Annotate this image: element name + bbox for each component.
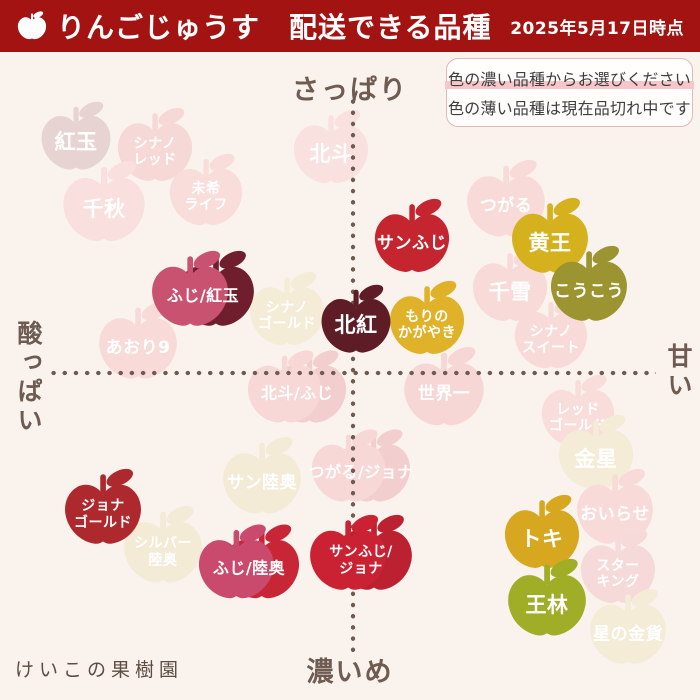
apple-miki-life: 未希 ライフ: [165, 150, 247, 232]
apple-jona-gold: ジョナ ゴールド: [60, 465, 146, 551]
apple-label: スター キング: [596, 557, 640, 591]
axis-label-sweet: 甘い: [664, 343, 693, 401]
apple-label: 北紅: [334, 313, 378, 338]
apple-kinsei: 金星: [554, 411, 638, 495]
apple-sun-fuji-jona: サンふじ/ジョナ: [305, 511, 417, 597]
apple-morino-kagayaki: もりの かがやき: [385, 277, 469, 361]
header-bar: りんごじゅうす 配送できる品種 2025年5月17日時点: [0, 0, 700, 52]
legend-box: 色の濃い品種からお選びください 色の薄い品種は現在品切れ中です: [445, 58, 695, 127]
apple-label: つがる/ジョナ: [308, 462, 414, 482]
apple-toki: トキ: [500, 491, 584, 575]
apple-oirase: おいらせ: [572, 465, 658, 551]
apple-shinano-sweet: シナノ スイート: [510, 293, 592, 375]
apple-fuji-kogyoku: ふじ/紅玉: [147, 247, 259, 333]
apple-label: こうこう: [554, 281, 624, 302]
apple-label: 王林: [525, 593, 569, 618]
apple-label: シナノ レッド: [133, 135, 177, 169]
apple-shinano-gold: シナノ ゴールド: [245, 268, 329, 352]
apple-starking: スター キング: [576, 526, 660, 610]
apple-label: サンふじ/ジョナ: [329, 543, 393, 577]
apple-label: 黄王: [528, 230, 572, 255]
apple-label: シルバー 陸奥: [134, 535, 192, 569]
apple-sun-fuji: サンふじ: [370, 195, 454, 279]
apple-label: 千秋: [82, 197, 126, 222]
apple-kio: 黄王: [507, 194, 593, 280]
apple-sun-mutsu: サン陸奥: [218, 433, 306, 521]
apple-label: あおり9: [105, 338, 171, 359]
apple-hokubeni: 北紅: [317, 281, 395, 359]
apple-silver-mutsu: シルバー 陸奥: [119, 502, 207, 590]
apple-label: シナノ スイート: [522, 323, 580, 357]
apple-label: 北斗: [309, 141, 353, 166]
apple-hoshi-no-kinka: 星の金貨: [585, 585, 671, 671]
axis-label-refreshing: さっぱり: [292, 75, 408, 106]
apple-label: サン陸奥: [227, 473, 297, 494]
apple-label: ジョナ ゴールド: [74, 497, 132, 531]
apple-label: 未希 ライフ: [184, 180, 228, 214]
apple-ourin: 王林: [503, 555, 591, 643]
apple-label: トキ: [520, 526, 564, 551]
apple-hokuto-fuji: 北斗/ふじ: [243, 347, 351, 430]
apple-label: 北斗/ふじ: [260, 383, 334, 403]
apple-label: 千雪: [488, 279, 532, 304]
apple-label: ふじ/陸奥: [212, 558, 286, 578]
apple-label: ふじ/紅玉: [166, 285, 240, 305]
apple-label: レッド ゴールド: [549, 401, 607, 435]
apple-shinano-red: シナノ レッド: [113, 104, 197, 188]
apple-fuji-mutsu: ふじ/陸奥: [194, 521, 304, 606]
apple-sekaiichi: 世界一: [399, 343, 489, 433]
apple-senshu: 千秋: [58, 157, 150, 249]
apple-koukou: こうこう: [546, 242, 632, 328]
axis-label-sour: 酸っぱい: [14, 320, 43, 436]
axis-label-rich: 濃いめ: [306, 657, 394, 688]
apple-logo-icon: [17, 11, 47, 40]
apple-label: 紅玉: [54, 130, 98, 155]
apple-tsugaru-jona: つがる/ジョナ: [307, 426, 415, 509]
apple-label: シナノ ゴールド: [258, 299, 316, 333]
legend-soldout-note: 色の薄い品種は現在品切れ中です: [447, 99, 691, 118]
horizontal-axis-dotted-line: [48, 370, 656, 376]
apple-hokuto: 北斗: [289, 106, 373, 190]
apple-label: サンふじ: [377, 233, 447, 254]
legend-available-note: 色の濃い品種からお選びください: [445, 70, 695, 89]
apple-label: おいらせ: [580, 504, 650, 525]
apple-label: 金星: [574, 446, 618, 471]
page-title: りんごじゅうす 配送できる品種: [57, 11, 492, 44]
apple-label: もりの かがやき: [398, 308, 456, 342]
apple-label: つがる: [479, 196, 533, 217]
apple-label: 世界一: [417, 384, 471, 405]
apple-kogyoku: 紅玉: [37, 98, 115, 176]
orchard-credit: けいこの果樹園: [15, 659, 184, 681]
apple-label: 星の金貨: [593, 624, 663, 645]
title-group: りんごじゅうす 配送できる品種: [16, 6, 491, 46]
header-date: 2025年5月17日時点: [510, 18, 684, 39]
